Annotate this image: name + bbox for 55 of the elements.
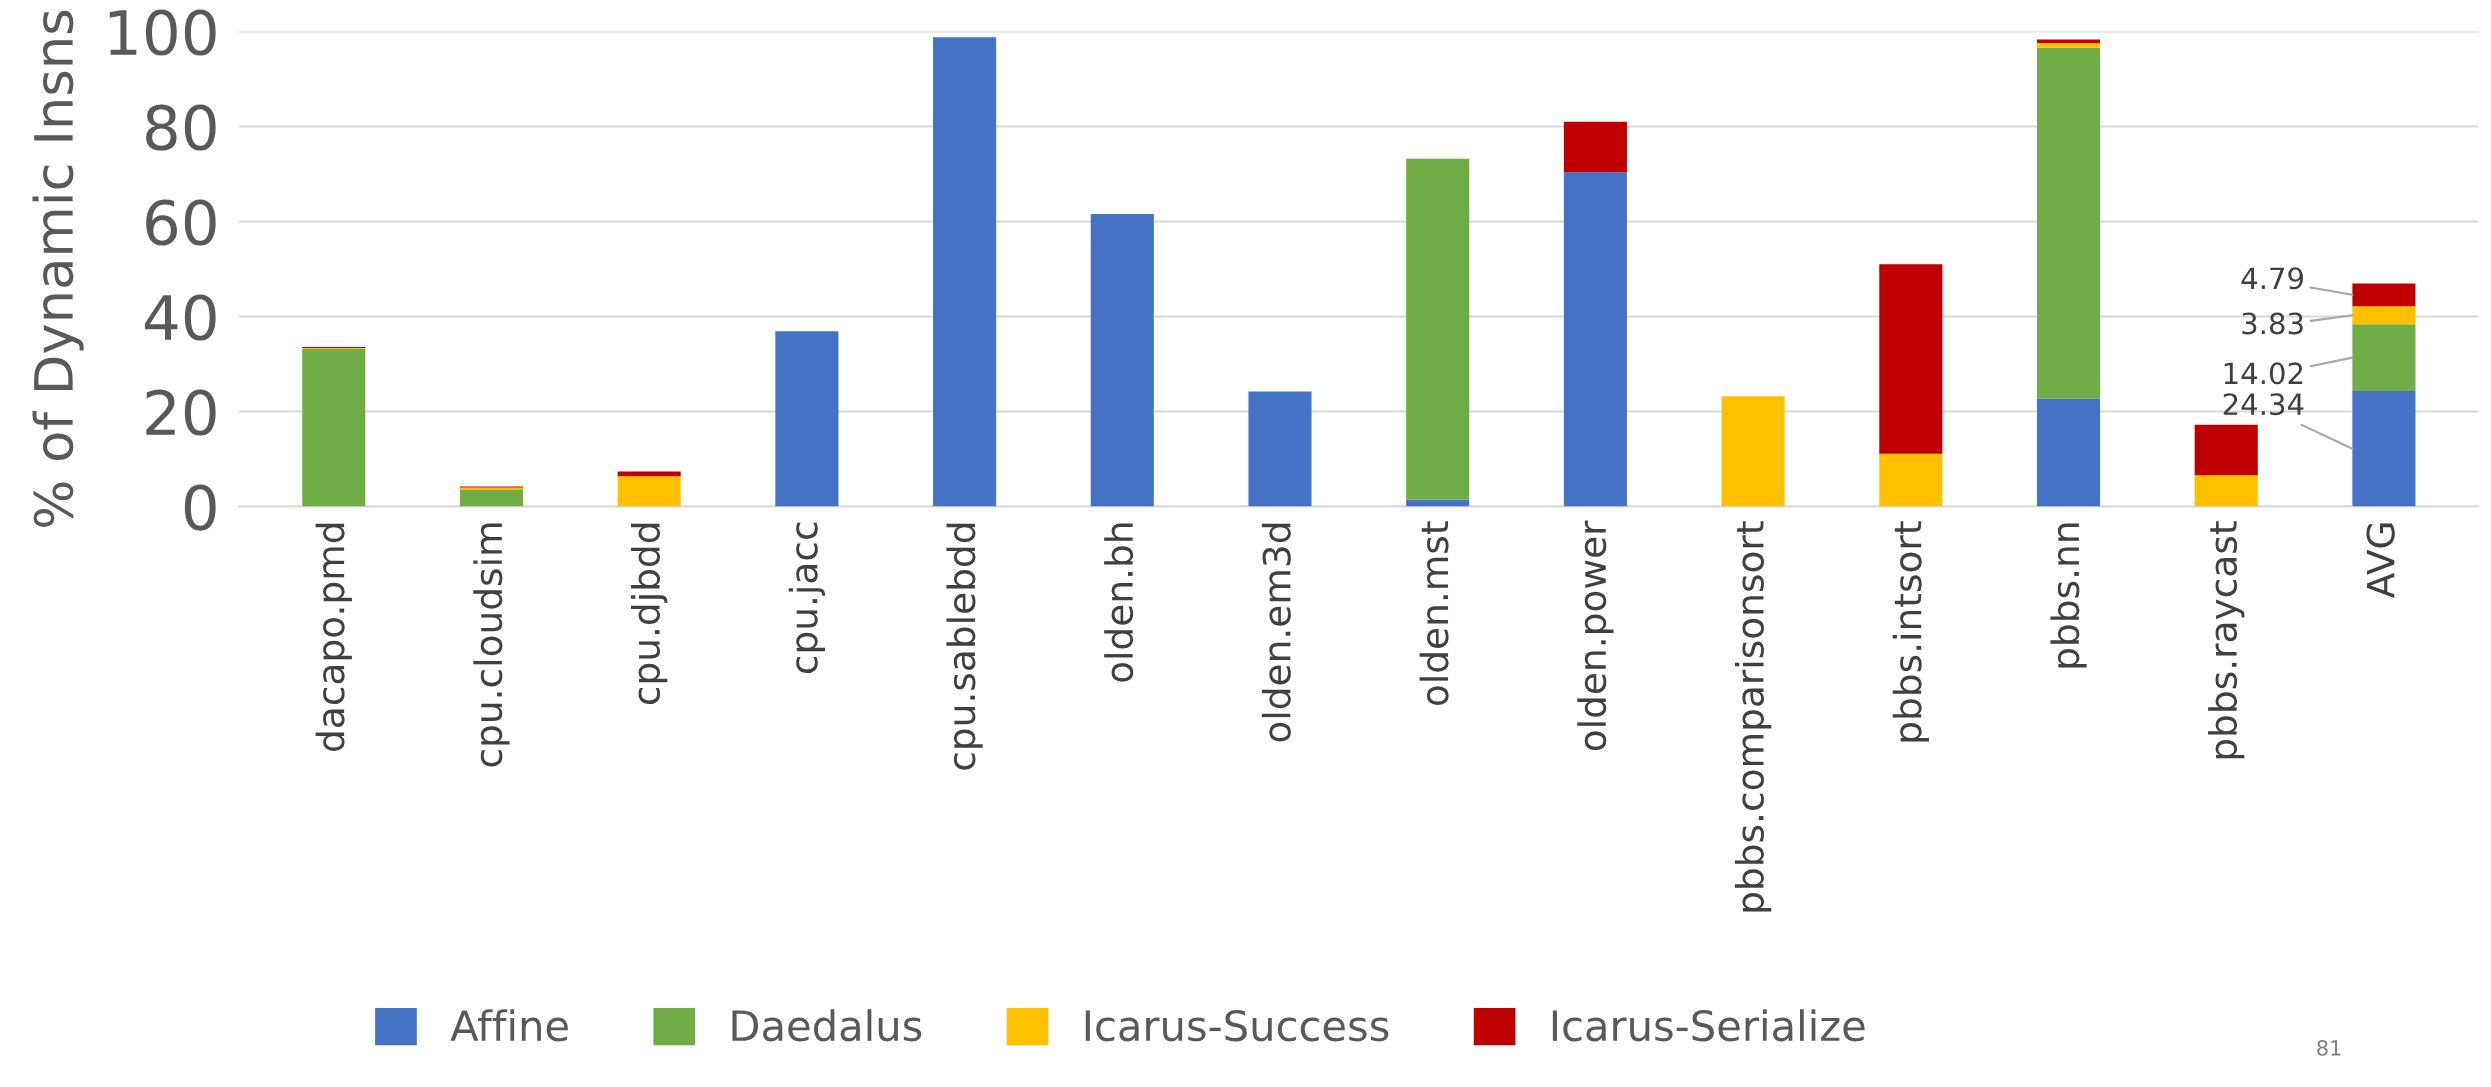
bar: [1563, 172, 1627, 507]
x-tick-label: cpu.jacc: [788, 522, 826, 674]
bar: [617, 476, 681, 507]
x-tick-label: cpu.cloudsim: [473, 523, 510, 767]
legend-label: Affine: [450, 1009, 568, 1042]
bar: [302, 348, 366, 507]
y-tick-label: 60: [146, 199, 216, 246]
bar: [1406, 499, 1470, 507]
bar: [2352, 306, 2416, 325]
bar: [2194, 475, 2258, 507]
x-tick-label: dacapo.pmd: [315, 523, 352, 751]
data-label: 14.02: [2224, 362, 2303, 385]
bar: [1248, 391, 1312, 507]
y-tick-label: 40: [144, 294, 216, 341]
y-tick-label: 20: [146, 389, 216, 436]
text: 81: [2317, 1040, 2341, 1056]
data-label: 24.34: [2223, 393, 2304, 416]
x-tick-label: pbbs.nn: [2050, 523, 2087, 668]
data-label: 3.83: [2242, 312, 2303, 335]
bar: [2352, 324, 2416, 391]
y-axis-title: % of Dynamic Insns: [32, 10, 84, 527]
bar: [2036, 398, 2101, 507]
bar: [2352, 390, 2416, 507]
y-tick-label: 100: [109, 9, 216, 56]
data-label: 4.79: [2241, 267, 2304, 290]
bar: [1406, 158, 1470, 500]
bar: [617, 471, 681, 477]
bar: [2194, 424, 2258, 476]
bar: [933, 37, 997, 507]
x-tick-label: pbbs.comparisonsort: [1734, 521, 1772, 912]
bar: [2036, 39, 2101, 43]
x-tick-label: pbbs.raycast: [2208, 521, 2245, 759]
y-tick-label: 80: [146, 104, 216, 151]
bar: [1563, 121, 1627, 173]
x-tick-label: AVG: [2366, 523, 2395, 599]
x-tick-label: olden.mst: [1419, 521, 1449, 706]
x-tick-label: pbbs.intsort: [1892, 521, 1929, 742]
bar: [775, 331, 839, 507]
legend-label: Icarus-Serialize: [1552, 1009, 1865, 1042]
bar: [1879, 453, 1943, 507]
legend-label: Icarus-Success: [1085, 1009, 1389, 1042]
x-tick-label: cpu.sablebdd: [946, 523, 983, 770]
bar: [459, 489, 523, 507]
y-tick-label: 0: [184, 484, 216, 531]
x-tick-label: olden.bh: [1104, 523, 1134, 682]
x-tick-label: cpu.djbdd: [631, 523, 668, 705]
x-tick-label: olden.em3d: [1261, 523, 1291, 742]
x-tick-label: olden.power: [1577, 520, 1614, 751]
legend-label: Daedalus: [732, 1009, 922, 1042]
bar: [1721, 396, 1785, 507]
bar: [2352, 283, 2416, 307]
bar: [2036, 47, 2101, 399]
bar: [2036, 42, 2101, 48]
bar: [1090, 213, 1154, 507]
bar: [1879, 264, 1943, 454]
